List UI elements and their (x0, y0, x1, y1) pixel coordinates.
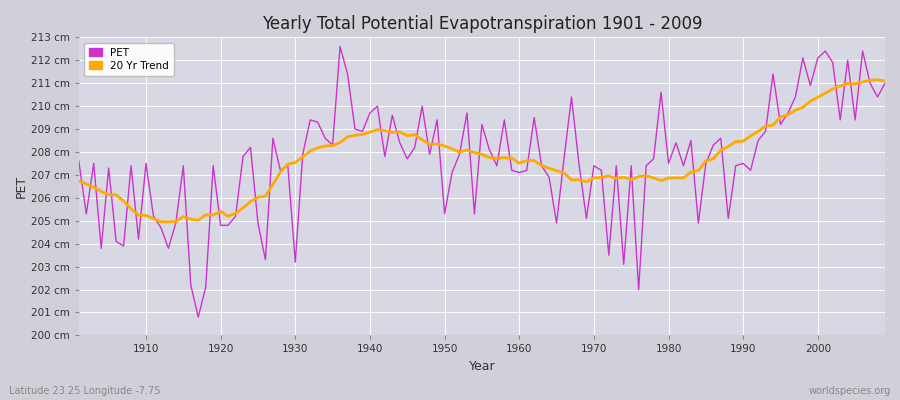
Line: PET: PET (79, 46, 885, 317)
PET (879, 81, 890, 86)
PET (305, 118, 316, 122)
20 Yr Trend (74, 179, 85, 184)
20 Yr Trend (305, 148, 316, 153)
Legend: PET, 20 Yr Trend: PET, 20 Yr Trend (84, 42, 174, 76)
Title: Yearly Total Potential Evapotranspiration 1901 - 2009: Yearly Total Potential Evapotranspiratio… (262, 15, 702, 33)
Text: Latitude 23.25 Longitude -7.75: Latitude 23.25 Longitude -7.75 (9, 386, 160, 396)
20 Yr Trend (879, 79, 890, 84)
20 Yr Trend (872, 77, 883, 82)
20 Yr Trend (514, 161, 525, 166)
PET (529, 115, 540, 120)
X-axis label: Year: Year (469, 360, 495, 373)
Y-axis label: PET: PET (15, 175, 28, 198)
20 Yr Trend (521, 158, 532, 163)
PET (193, 315, 203, 320)
PET (357, 129, 368, 134)
PET (618, 262, 629, 267)
20 Yr Trend (611, 176, 622, 181)
Line: 20 Yr Trend: 20 Yr Trend (79, 80, 885, 222)
PET (335, 44, 346, 49)
PET (521, 168, 532, 173)
PET (74, 159, 85, 164)
PET (133, 237, 144, 242)
20 Yr Trend (163, 220, 174, 224)
Text: worldspecies.org: worldspecies.org (809, 386, 891, 396)
20 Yr Trend (133, 213, 144, 218)
20 Yr Trend (349, 133, 360, 138)
